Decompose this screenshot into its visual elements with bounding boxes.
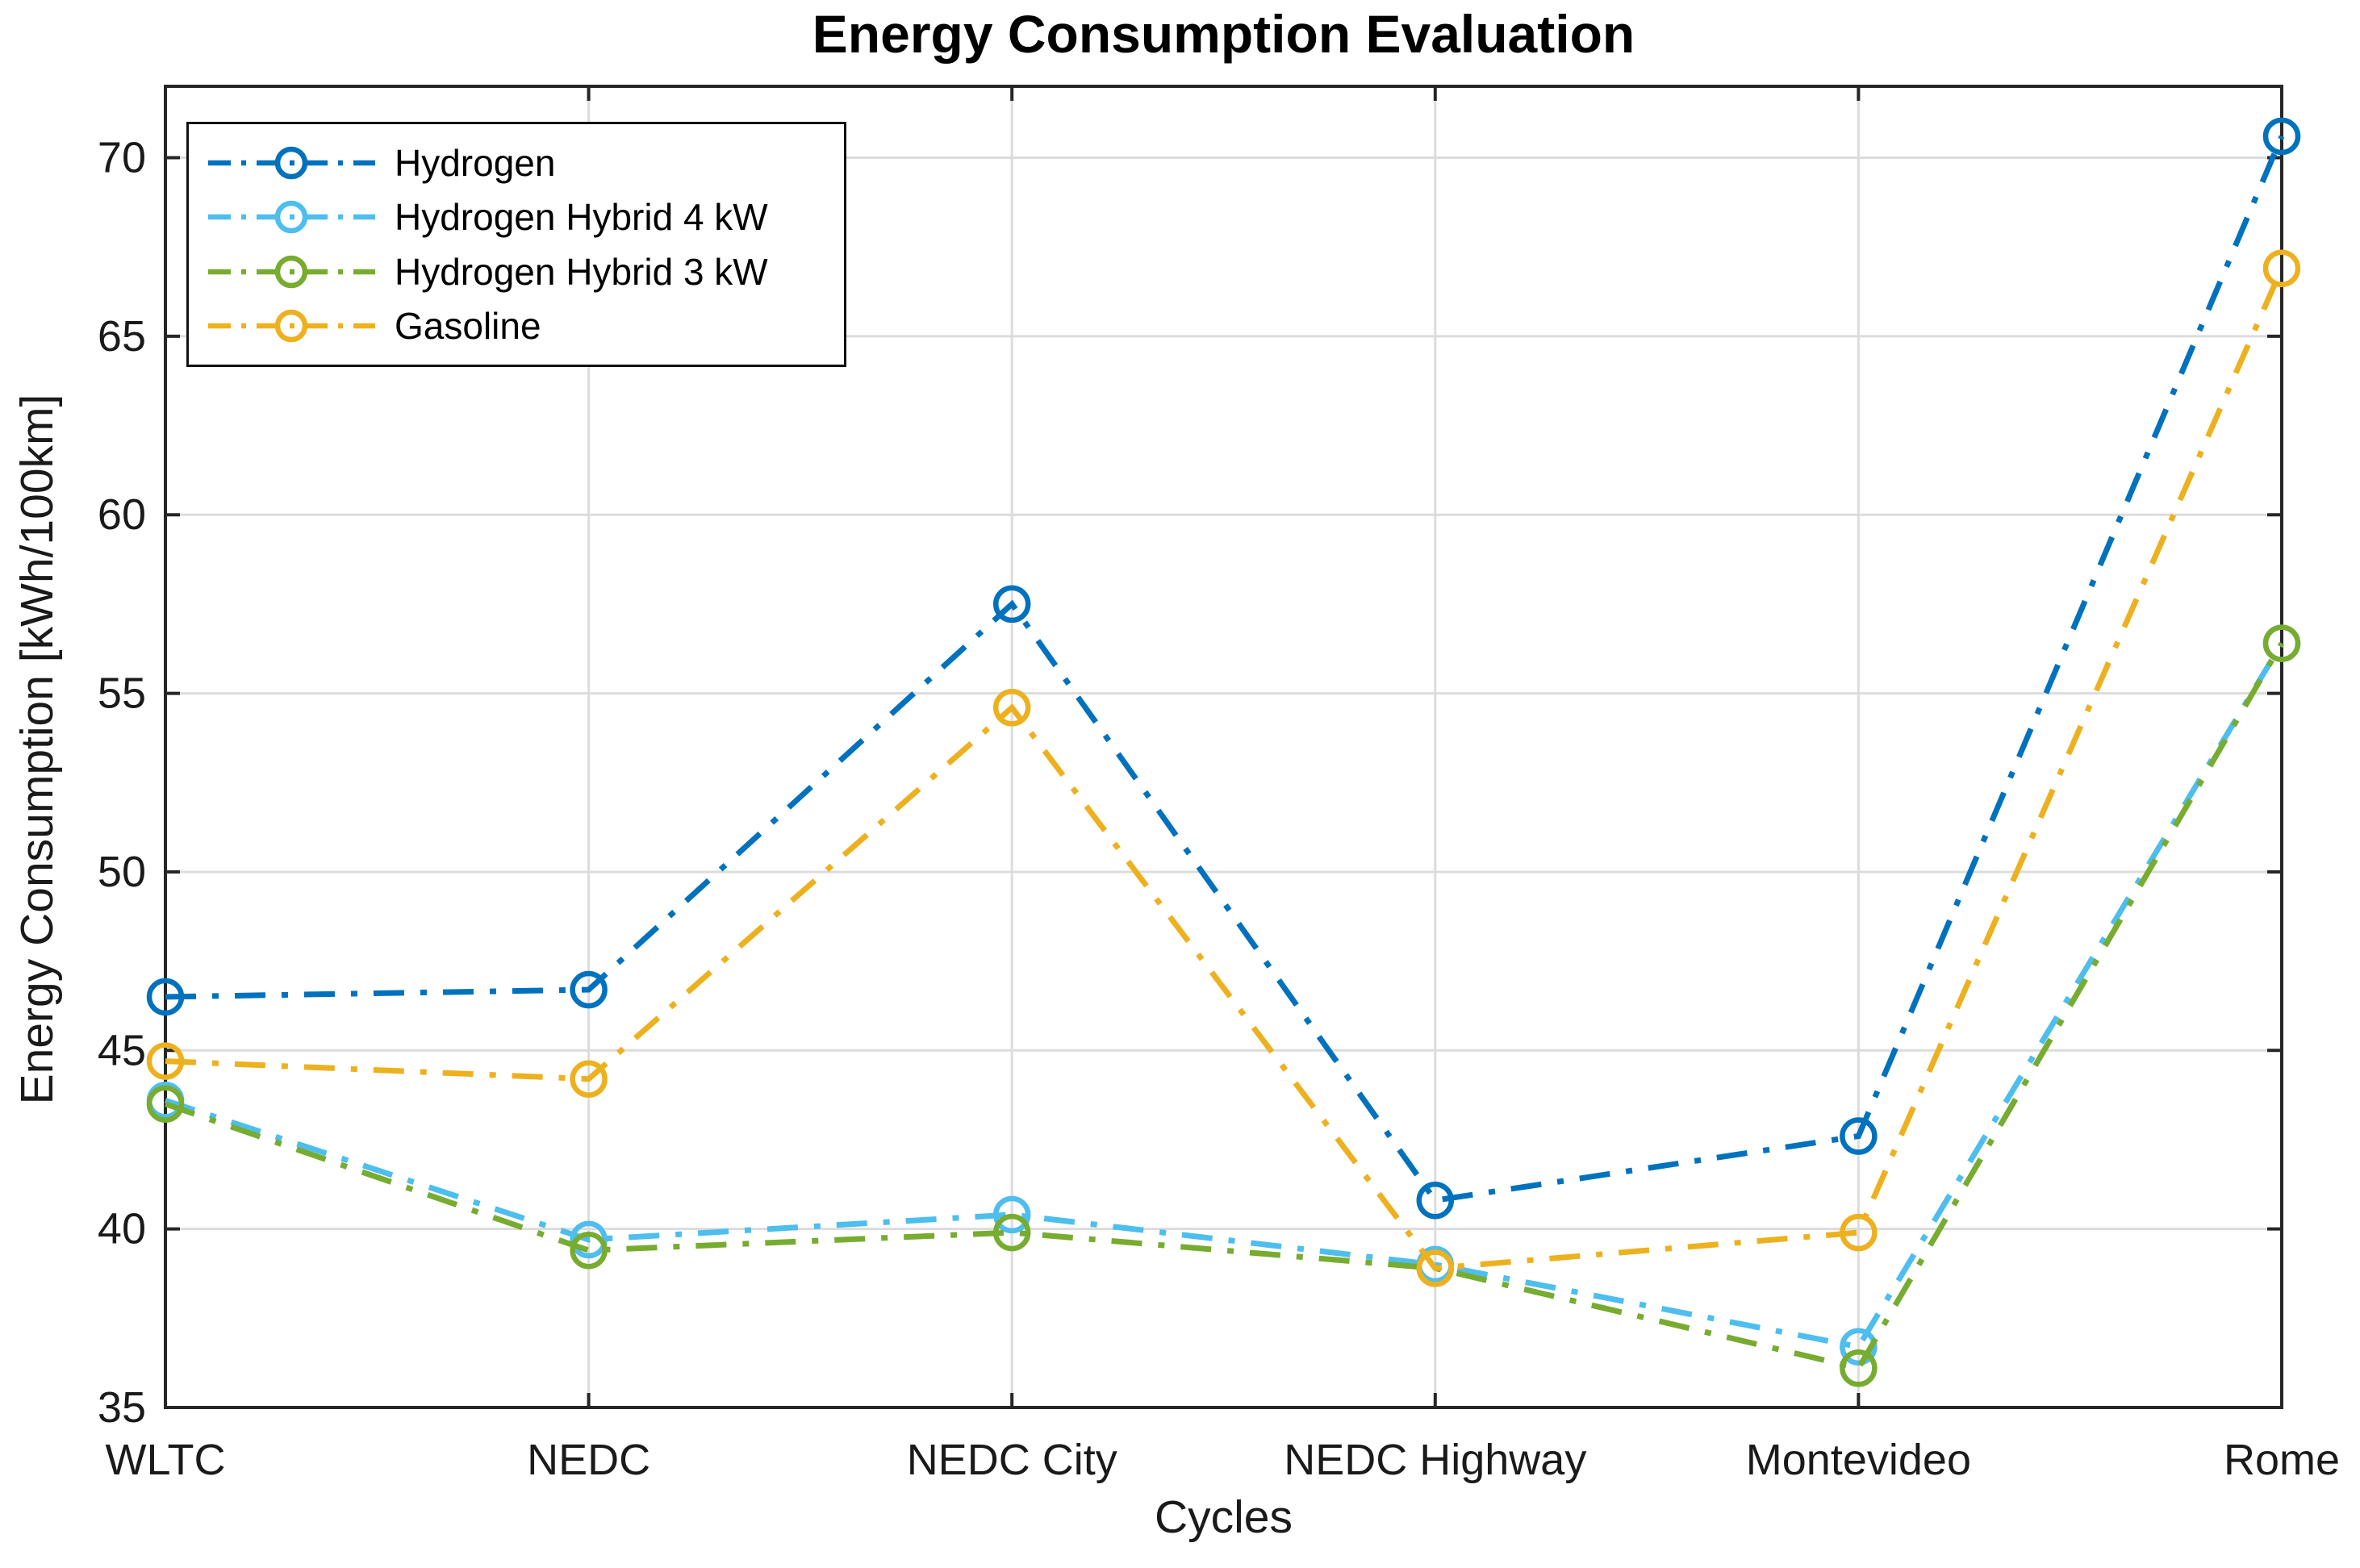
data-point-marker <box>992 585 1031 623</box>
legend-circle-marker-icon <box>274 146 308 180</box>
legend-label: Hydrogen <box>395 142 556 185</box>
series-line <box>164 641 2284 1350</box>
x-tick-label: Rome <box>2224 1436 2340 1484</box>
series-gasoline <box>146 249 2301 1287</box>
x-tick-label: WLTC <box>106 1436 226 1484</box>
y-tick-label: 70 <box>98 134 146 182</box>
data-point-marker <box>992 1213 1031 1252</box>
data-point-marker <box>146 1085 185 1123</box>
data-point-marker <box>1840 1213 1878 1252</box>
data-point-marker <box>2262 117 2301 156</box>
y-tick-label: 45 <box>98 1026 146 1074</box>
x-tick-label: Montevideo <box>1746 1436 1971 1484</box>
series-hydrogen-hybrid-3-kw <box>146 624 2301 1387</box>
data-point-marker <box>2262 249 2301 288</box>
data-point-marker <box>1416 1249 1455 1287</box>
data-point-marker <box>1840 1117 1878 1155</box>
legend-circle-marker-icon <box>274 201 308 234</box>
legend-line-sample-icon <box>208 146 375 180</box>
legend-item-gasoline: Gasoline <box>205 304 834 348</box>
data-point-marker <box>570 970 608 1009</box>
data-point-marker <box>146 978 185 1016</box>
chart-title: Energy Consumption Evaluation <box>812 4 1635 64</box>
legend-line-sample-icon <box>208 255 375 288</box>
data-point-marker <box>1840 1349 1878 1387</box>
series-line <box>165 267 2285 1272</box>
y-tick-label: 55 <box>98 669 146 718</box>
data-point-marker <box>1416 1181 1455 1220</box>
y-tick-label: 60 <box>98 490 146 539</box>
data-point-marker <box>570 1060 608 1098</box>
data-point-marker <box>146 1042 185 1080</box>
x-axis-label: Cycles <box>1154 1491 1293 1543</box>
legend-circle-marker-icon <box>274 309 308 342</box>
data-point-marker <box>570 1231 608 1270</box>
legend-item-hydrogen-hybrid-4kw: Hydrogen Hybrid 4 kW <box>205 195 834 239</box>
tick-labels: 35 40 45 50 55 60 65 70 WLTC NEDC NEDC City NEDC Hi… <box>98 134 2340 1484</box>
legend-line-sample-icon <box>208 201 375 234</box>
axes-frame <box>164 85 2283 1409</box>
data-point-marker <box>992 1195 1031 1234</box>
series-hydrogen-hybrid-4-kw <box>146 624 2301 1366</box>
x-tick-label: NEDC Highway <box>1284 1436 1586 1484</box>
data-point-marker <box>2262 624 2301 662</box>
legend: Hydrogen Hydrogen Hybrid 4 kW Hydrogen H… <box>186 122 846 367</box>
legend-label: Hydrogen Hybrid 4 kW <box>395 196 768 239</box>
y-tick-label: 50 <box>98 848 146 896</box>
legend-label: Hydrogen Hybrid 3 kW <box>395 250 768 293</box>
y-tick-label: 35 <box>98 1383 146 1432</box>
legend-item-hydrogen-hybrid-3kw: Hydrogen Hybrid 3 kW <box>205 250 834 294</box>
y-tick-label: 40 <box>98 1205 146 1253</box>
x-tick-label: NEDC City <box>907 1436 1117 1484</box>
legend-label: Gasoline <box>395 304 541 347</box>
series-hydrogen <box>146 117 2301 1220</box>
data-point-marker <box>570 1220 608 1259</box>
x-tick-label: NEDC <box>527 1436 650 1484</box>
series-line <box>165 135 2285 1204</box>
y-tick-label: 65 <box>98 312 146 361</box>
legend-line-sample-icon <box>208 309 375 342</box>
legend-item-hydrogen: Hydrogen <box>205 141 834 185</box>
series-line <box>164 641 2285 1372</box>
y-axis-label: Energy Consumption [kWh/100km] <box>11 394 63 1105</box>
data-point-marker <box>992 689 1031 727</box>
legend-circle-marker-icon <box>274 255 308 288</box>
